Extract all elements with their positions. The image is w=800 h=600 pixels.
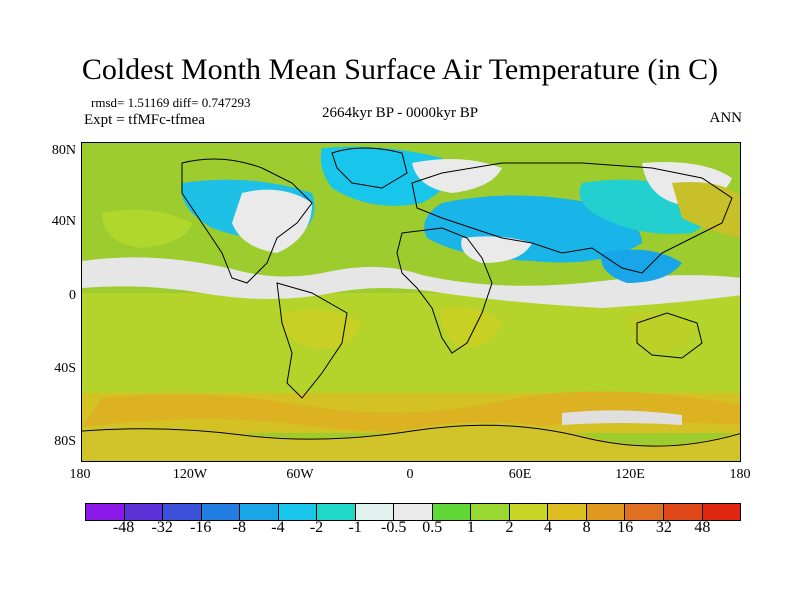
lon-label: 0 <box>406 467 414 482</box>
lat-label: 0 <box>69 288 76 303</box>
colorbar-label: 4 <box>544 519 553 536</box>
lat-label: 80N <box>51 143 76 158</box>
colorbar-label: -48 <box>112 519 135 536</box>
chart-title: Coldest Month Mean Surface Air Temperatu… <box>81 53 719 86</box>
colorbar-label: 1 <box>466 519 475 536</box>
colorbar-label: 2 <box>505 519 514 536</box>
colorbar-segment <box>432 504 472 520</box>
colorbar-segment <box>548 504 587 520</box>
map-panel <box>81 142 741 462</box>
south-asia-cool-patch <box>601 249 682 283</box>
colorbar-segment <box>586 504 626 520</box>
colorbar-label: 16 <box>617 519 634 536</box>
greenland-cool-patch <box>320 146 449 206</box>
colorbar-label: -32 <box>151 519 173 536</box>
colorbar-segment <box>663 504 703 520</box>
lon-label: 180 <box>729 467 751 482</box>
south-america-coast <box>276 282 348 399</box>
africa-warm-patch <box>441 307 502 348</box>
lat-label: 40S <box>54 361 76 376</box>
australia-coast <box>636 312 703 359</box>
season-label: ANN <box>709 110 743 126</box>
antarctic-region <box>82 422 740 461</box>
colorbar-label: 32 <box>655 519 672 536</box>
colorbar-label: 48 <box>694 519 711 536</box>
lon-label: 60W <box>286 467 314 482</box>
colorbar-segment <box>394 504 433 520</box>
south-america-warm-patch <box>281 309 362 349</box>
north-america-coast <box>181 158 313 284</box>
coastlines <box>82 147 740 447</box>
colorbar-label: 8 <box>582 519 591 536</box>
colorbar-label: -16 <box>190 519 212 536</box>
colorbar-segment <box>86 504 125 520</box>
lon-label: 180 <box>69 467 91 482</box>
antarctica-coast <box>82 424 740 447</box>
north-america-neutral-patch <box>232 189 312 253</box>
colorbar-label: -0.5 <box>381 519 407 536</box>
colorbar-segment <box>163 504 202 520</box>
antarctic-neutral-patch <box>562 410 682 425</box>
colorbar-segment <box>201 504 241 520</box>
colorbar <box>85 503 741 521</box>
europe-neutral-patch <box>412 159 502 193</box>
colorbar-segment <box>625 504 664 520</box>
colorbar-segment <box>124 504 164 520</box>
colorbar-label: -4 <box>271 519 285 536</box>
eurasia-coast <box>411 162 733 274</box>
lon-label: 60E <box>508 467 532 482</box>
period-label: 2664kyr BP - 0000kyr BP <box>321 105 479 121</box>
greenland-coast <box>331 147 408 189</box>
middle-east-neutral-patch <box>461 236 532 263</box>
colorbar-segment <box>355 504 395 520</box>
lat-label: 80S <box>54 434 76 449</box>
southern-band <box>82 293 740 393</box>
colorbar-segment <box>702 504 741 520</box>
australia-warm-patch <box>626 312 697 353</box>
colorbar-label: -2 <box>309 519 324 536</box>
stats-label: rmsd= 1.51169 diff= 0.747293 <box>91 95 251 110</box>
tropical-neutral-band <box>82 257 740 308</box>
temperature-anomaly-map <box>82 143 740 461</box>
africa-coast <box>396 227 493 354</box>
colorbar-segment <box>317 504 356 520</box>
lat-label: 40N <box>51 214 76 229</box>
north-pacific-warm-patch <box>102 209 192 248</box>
colorbar-label: -8 <box>232 519 246 536</box>
colorbar-label: -1 <box>348 519 362 536</box>
lon-label: 120W <box>172 467 208 482</box>
west-pacific-warm-patch <box>672 182 740 238</box>
colorbar-segment <box>471 504 510 520</box>
experiment-label: Expt = tfMFc-tfmea <box>84 112 205 128</box>
colorbar-segment <box>278 504 318 520</box>
colorbar-segment <box>240 504 279 520</box>
colorbar-segment <box>509 504 549 520</box>
colorbar-label: 0.5 <box>422 519 443 536</box>
lon-label: 120E <box>615 467 645 482</box>
